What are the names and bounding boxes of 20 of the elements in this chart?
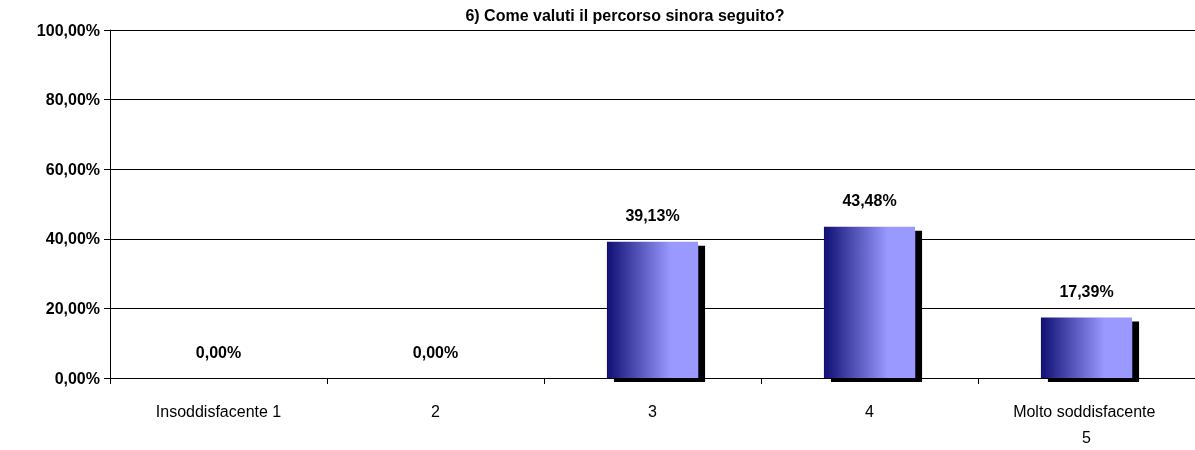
y-tick-label: 0,00% — [54, 369, 100, 387]
data-label: 17,39% — [1059, 282, 1114, 300]
x-tick-label: 3 — [648, 402, 658, 420]
y-tick-label: 20,00% — [45, 299, 100, 317]
data-label: 0,00% — [412, 343, 459, 361]
data-label: 0,00% — [195, 343, 242, 361]
x-tick-label: Molto soddisfacente 5 — [1013, 402, 1160, 446]
x-tick-label: Insoddisfacente 1 — [155, 402, 282, 420]
data-label: 39,13% — [625, 207, 680, 225]
y-tick-label: 100,00% — [36, 21, 100, 39]
chart-title: 6) Come valuti il percorso sinora seguito? — [465, 6, 785, 24]
bar — [606, 241, 699, 378]
x-tick-label: 4 — [865, 402, 875, 420]
y-tick-label: 60,00% — [45, 160, 100, 178]
bar — [823, 226, 916, 378]
data-label: 43,48% — [842, 192, 897, 210]
bar — [1040, 317, 1133, 378]
y-tick-label: 40,00% — [45, 230, 100, 248]
x-tick-label: 2 — [431, 402, 441, 420]
y-tick-label: 80,00% — [45, 91, 100, 109]
